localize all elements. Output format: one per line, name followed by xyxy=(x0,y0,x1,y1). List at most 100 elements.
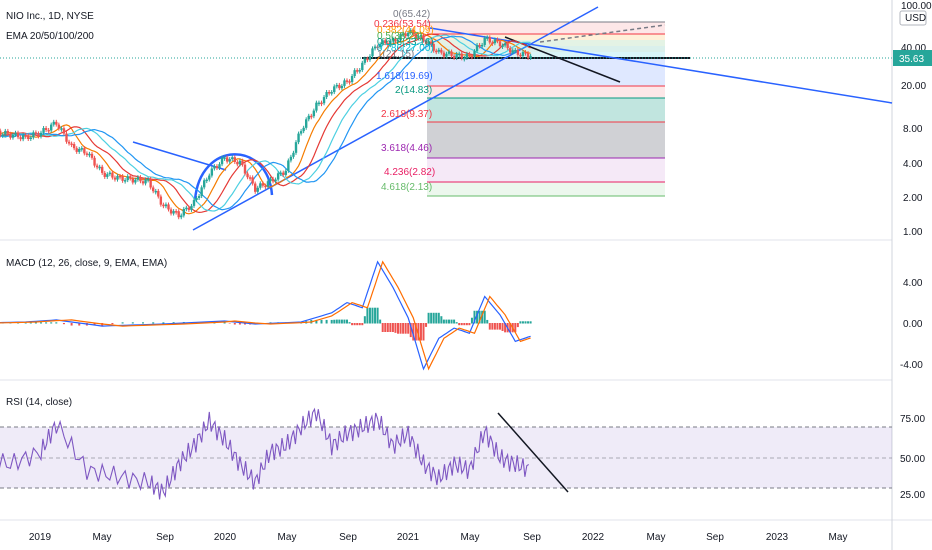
macd-legend: MACD (12, 26, close, 9, EMA, EMA) xyxy=(6,258,167,269)
candle-body xyxy=(29,137,32,140)
candle-body xyxy=(187,207,191,210)
fib-boxes xyxy=(427,21,665,197)
candle-body xyxy=(0,130,2,136)
candle-body xyxy=(106,174,109,177)
candle-body xyxy=(9,133,12,138)
macd-histogram-bar xyxy=(62,323,65,325)
candle-body xyxy=(75,148,78,152)
candle-body xyxy=(394,38,397,42)
candle-body xyxy=(14,132,17,135)
price-axis-unit-box xyxy=(899,10,927,26)
candle-body xyxy=(101,166,104,173)
fib-label-3: 0.5(38.23) xyxy=(377,31,423,42)
macd-histogram-bar xyxy=(50,322,53,324)
candle-body xyxy=(373,46,377,49)
candle-body xyxy=(223,157,226,159)
current-price-tag xyxy=(893,50,932,66)
candle-body xyxy=(338,84,341,89)
candle-body xyxy=(450,51,453,56)
candle-body xyxy=(111,172,114,178)
macd-histogram-bar xyxy=(162,322,165,324)
candle-body xyxy=(404,33,407,37)
macd-histogram-bar xyxy=(356,323,359,326)
macd-histogram-bar xyxy=(412,323,415,341)
candle-body xyxy=(32,132,35,138)
trend-lines xyxy=(132,6,893,493)
candle-body xyxy=(488,37,491,43)
candle-body xyxy=(121,176,124,181)
macd-histogram-bar xyxy=(445,319,448,324)
candle-body xyxy=(37,133,40,137)
ema-lines xyxy=(0,32,531,215)
candle-body xyxy=(470,55,474,58)
candle-body xyxy=(118,175,122,178)
macd-histogram-bar xyxy=(465,323,468,326)
candle-body xyxy=(356,70,359,72)
candle-body xyxy=(108,172,112,175)
time-tick-2: Sep xyxy=(156,532,174,543)
rsi-axis-75: 75.00 xyxy=(900,414,925,425)
candle-body xyxy=(180,215,183,218)
candle-body xyxy=(368,56,372,60)
macd-histogram-bar xyxy=(368,307,371,324)
candle-body xyxy=(185,207,188,210)
candle-body xyxy=(516,49,520,55)
candle-body xyxy=(299,131,303,134)
candle-body xyxy=(366,58,369,61)
candle-body xyxy=(246,173,249,178)
candle-body xyxy=(358,70,361,72)
macd-histogram-bar xyxy=(172,322,175,324)
candle-body xyxy=(182,208,185,216)
candle-body xyxy=(236,161,239,165)
macd-histogram-bar xyxy=(45,322,48,324)
macd-histogram-bar xyxy=(488,323,491,330)
candle-body xyxy=(264,185,267,188)
candle-body xyxy=(259,183,262,188)
candle-body xyxy=(493,39,497,44)
macd-histogram-bar xyxy=(468,323,471,326)
macd-histogram-bar xyxy=(55,322,58,324)
macd-histogram-bar xyxy=(432,312,435,324)
candle-body xyxy=(432,44,435,51)
macd-histogram-bar xyxy=(476,310,479,324)
candle-body xyxy=(11,134,15,138)
macd-histogram-bar xyxy=(338,319,341,324)
macd-histogram-bar xyxy=(223,321,226,324)
candle-body xyxy=(465,53,469,58)
candle-body xyxy=(266,181,270,187)
macd-histogram-bar xyxy=(40,322,42,324)
macd-histogram-bar xyxy=(486,319,489,324)
macd-histogram-bar xyxy=(394,323,397,333)
macd-histogram-bar xyxy=(529,321,532,324)
candle-body xyxy=(197,196,201,199)
macd-histogram-bar xyxy=(450,319,453,324)
macd-histogram-bar xyxy=(509,323,512,333)
candle-body xyxy=(526,53,530,58)
time-tick-1: May xyxy=(93,532,112,543)
candle-body xyxy=(327,92,331,94)
candle-body xyxy=(177,211,180,218)
rsi-axis-25: 25.00 xyxy=(900,490,925,501)
candle-body xyxy=(287,160,290,171)
candle-body xyxy=(396,40,400,42)
candle-body xyxy=(307,115,310,120)
macd-histogram-bar xyxy=(501,323,504,331)
macd-histogram-bar xyxy=(422,323,425,341)
candle-body xyxy=(486,37,489,39)
current-price-label: 35.63 xyxy=(899,54,924,65)
macd-histogram-bar xyxy=(417,323,420,341)
candle-body xyxy=(85,153,89,155)
macd-histogram-bar xyxy=(516,323,519,328)
candle-body xyxy=(447,51,451,54)
price-axis-100: 100.00 xyxy=(901,1,932,12)
price-axis-40: 40.00 xyxy=(901,43,926,54)
time-tick-3: 2020 xyxy=(214,532,237,543)
macd-histogram-bar xyxy=(458,323,461,326)
time-tick-8: Sep xyxy=(523,532,541,543)
candle-body xyxy=(231,157,234,160)
macd-histogram-bar xyxy=(425,323,428,327)
candle-body xyxy=(305,119,308,128)
candle-body xyxy=(422,35,425,41)
candle-body xyxy=(312,110,316,117)
